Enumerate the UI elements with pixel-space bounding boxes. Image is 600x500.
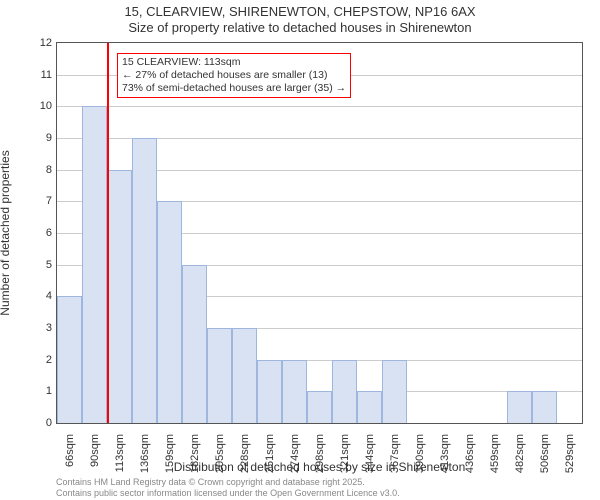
histogram-bar: [107, 170, 132, 423]
histogram-bar: [382, 360, 407, 423]
annotation-line1: 15 CLEARVIEW: 113sqm: [122, 56, 346, 69]
x-tick-label: 436sqm: [464, 434, 476, 474]
y-tick-label: 12: [12, 37, 52, 49]
histogram-bar: [282, 360, 307, 423]
x-tick-label: 482sqm: [514, 434, 526, 474]
histogram-bar: [357, 391, 382, 423]
x-tick-label: 66sqm: [64, 434, 76, 474]
subject-property-marker: [107, 43, 109, 423]
x-tick-label: 274sqm: [289, 434, 301, 474]
histogram-bar: [57, 296, 82, 423]
x-tick-label: 182sqm: [189, 434, 201, 474]
annotation-line2: ← 27% of detached houses are smaller (13…: [122, 69, 346, 82]
copyright-line1: Contains HM Land Registry data © Crown c…: [56, 477, 400, 487]
histogram-bar: [207, 328, 232, 423]
x-tick-label: 251sqm: [264, 434, 276, 474]
x-tick-label: 529sqm: [564, 434, 576, 474]
copyright-notice: Contains HM Land Registry data © Crown c…: [56, 477, 400, 498]
x-tick-label: 205sqm: [214, 434, 226, 474]
x-tick-label: 90sqm: [89, 434, 101, 474]
x-tick-label: 506sqm: [539, 434, 551, 474]
property-size-chart: 15, CLEARVIEW, SHIRENEWTON, CHEPSTOW, NP…: [0, 0, 600, 500]
x-tick-label: 413sqm: [439, 434, 451, 474]
histogram-bar: [532, 391, 557, 423]
x-tick-label: 390sqm: [414, 434, 426, 474]
y-tick-label: 9: [12, 132, 52, 144]
y-tick-label: 7: [12, 195, 52, 207]
y-tick-label: 8: [12, 164, 52, 176]
x-tick-label: 344sqm: [364, 434, 376, 474]
histogram-bar: [332, 360, 357, 423]
chart-subtitle: Size of property relative to detached ho…: [0, 20, 600, 35]
x-tick-label: 321sqm: [339, 434, 351, 474]
histogram-bar: [182, 265, 207, 423]
y-tick-label: 5: [12, 259, 52, 271]
histogram-bar: [232, 328, 257, 423]
annotation-box: 15 CLEARVIEW: 113sqm ← 27% of detached h…: [117, 53, 351, 98]
x-tick-label: 298sqm: [314, 434, 326, 474]
y-tick-label: 3: [12, 322, 52, 334]
x-tick-label: 159sqm: [164, 434, 176, 474]
y-tick-label: 11: [12, 69, 52, 81]
histogram-bar: [132, 138, 157, 423]
copyright-line2: Contains public sector information licen…: [56, 488, 400, 498]
y-tick-label: 2: [12, 354, 52, 366]
histogram-bar: [307, 391, 332, 423]
y-tick-label: 4: [12, 290, 52, 302]
histogram-bar: [82, 106, 107, 423]
plot-area: 15 CLEARVIEW: 113sqm ← 27% of detached h…: [56, 42, 583, 424]
annotation-line3: 73% of semi-detached houses are larger (…: [122, 82, 346, 95]
x-tick-label: 136sqm: [139, 434, 151, 474]
x-tick-label: 113sqm: [114, 434, 126, 474]
chart-title-address: 15, CLEARVIEW, SHIRENEWTON, CHEPSTOW, NP…: [0, 4, 600, 19]
y-tick-label: 10: [12, 100, 52, 112]
y-tick-label: 0: [12, 417, 52, 429]
gridline: [57, 106, 582, 107]
y-tick-label: 1: [12, 385, 52, 397]
x-tick-label: 459sqm: [489, 434, 501, 474]
histogram-bar: [507, 391, 532, 423]
x-tick-label: 228sqm: [239, 434, 251, 474]
y-tick-label: 6: [12, 227, 52, 239]
histogram-bar: [157, 201, 182, 423]
histogram-bar: [257, 360, 282, 423]
x-tick-label: 367sqm: [389, 434, 401, 474]
